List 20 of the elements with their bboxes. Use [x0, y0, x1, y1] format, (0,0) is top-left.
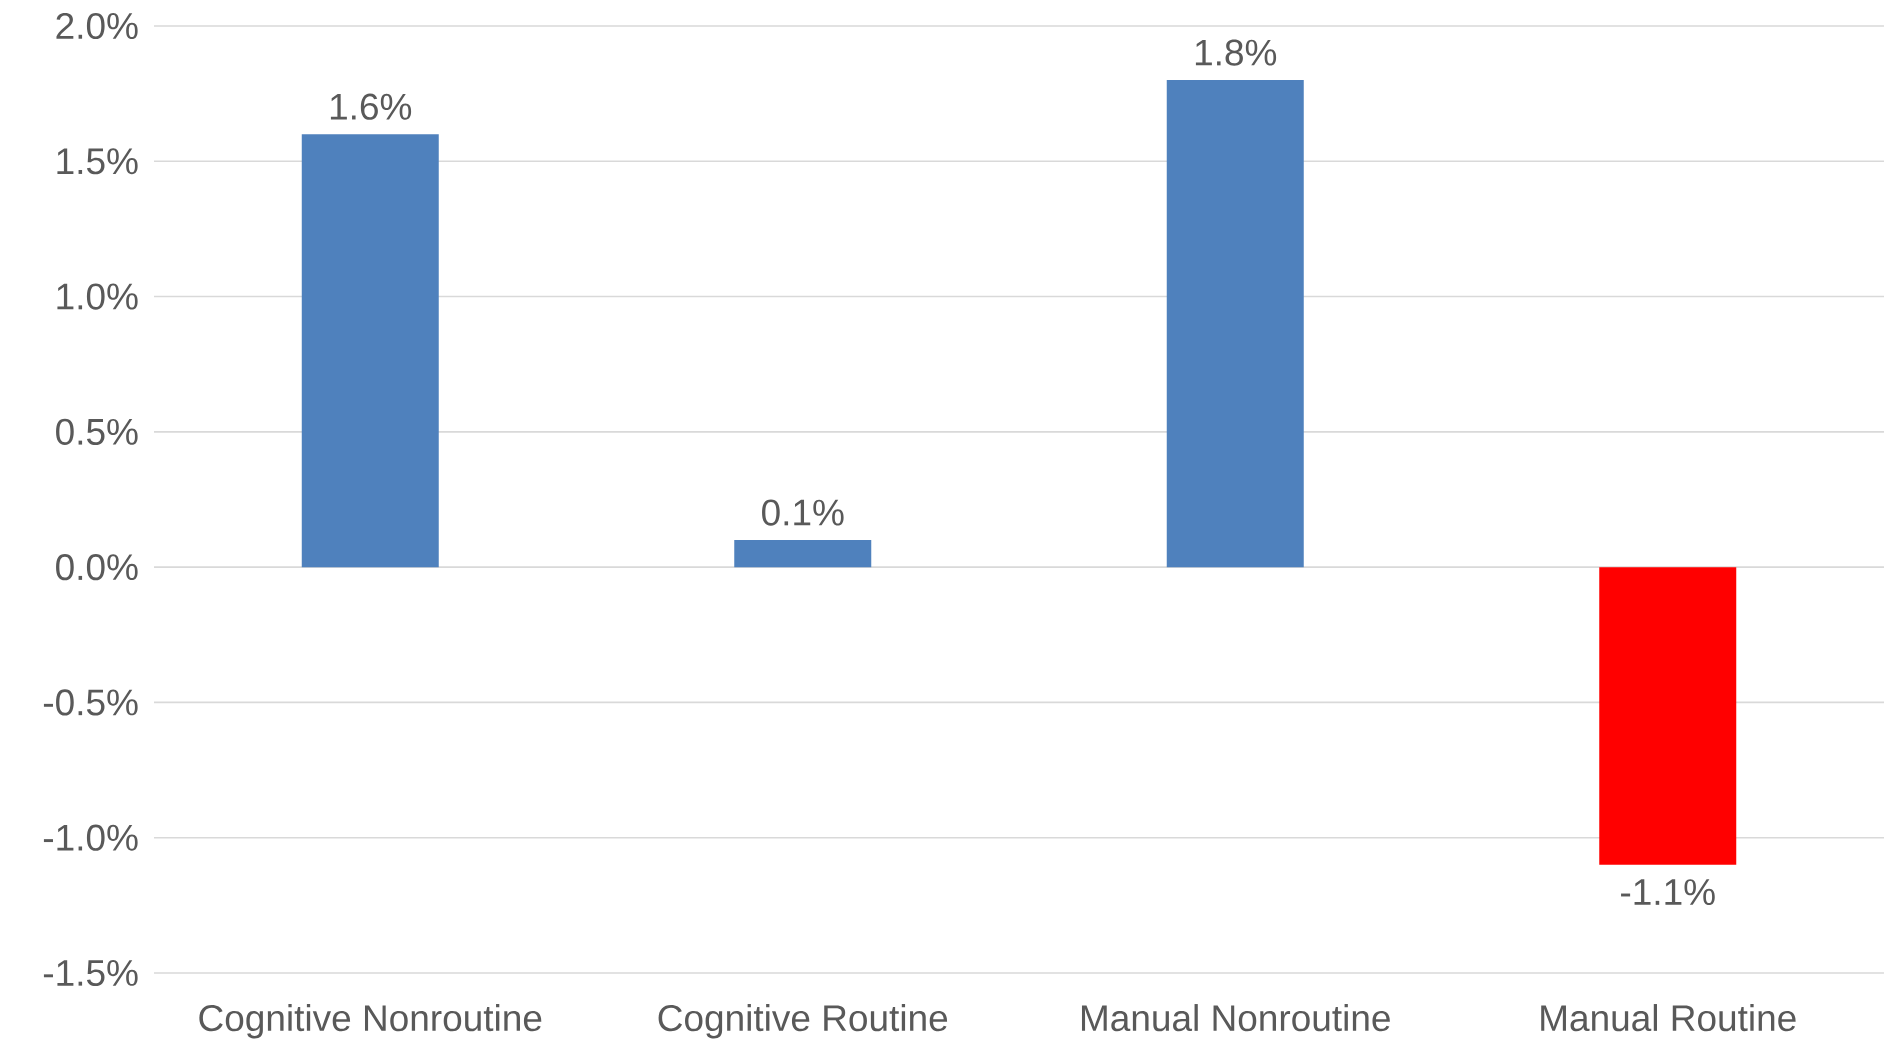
- bar: [734, 540, 872, 568]
- y-tick-label: -0.5%: [43, 689, 138, 716]
- y-tick-label: 0.5%: [56, 418, 138, 445]
- bar: [1166, 80, 1304, 568]
- x-tick-label: Manual Nonroutine: [1081, 1004, 1390, 1032]
- data-label: 1.6%: [330, 93, 412, 120]
- y-tick-label: 2.0%: [56, 12, 138, 40]
- y-tick-label: 1.0%: [57, 283, 138, 310]
- x-tick-label: Cognitive Routine: [658, 1004, 948, 1039]
- x-tick-label: Cognitive Nonroutine: [199, 1004, 542, 1039]
- x-tick-label: Manual Routine: [1541, 1004, 1796, 1032]
- y-tick-label: 1.5%: [57, 148, 138, 175]
- y-tick-label: -1.5%: [43, 959, 138, 987]
- y-tick-label: 0.0%: [56, 554, 138, 581]
- data-label: 0.1%: [762, 499, 844, 526]
- data-label: -1.1%: [1621, 879, 1715, 906]
- bar: [301, 134, 439, 568]
- y-tick-label: -1.0%: [43, 824, 138, 851]
- bar: [1599, 567, 1737, 865]
- data-label: 1.8%: [1195, 39, 1277, 66]
